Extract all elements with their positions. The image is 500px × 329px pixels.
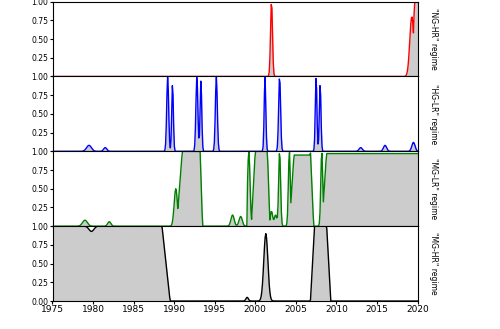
Y-axis label: "NG-HR" regime: "NG-HR" regime [428, 8, 438, 70]
Y-axis label: "MG-HR" regime: "MG-HR" regime [428, 232, 438, 295]
Y-axis label: "MG-LR" regime: "MG-LR" regime [428, 158, 438, 219]
Y-axis label: "HG-LR" regime: "HG-LR" regime [428, 84, 438, 144]
